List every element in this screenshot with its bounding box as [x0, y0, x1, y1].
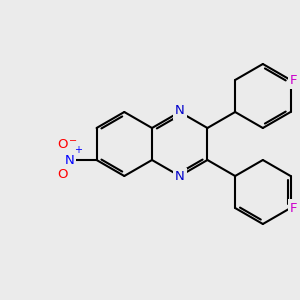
Text: N: N: [175, 170, 184, 184]
Text: −: −: [69, 136, 77, 146]
Text: +: +: [74, 145, 83, 155]
Text: O: O: [57, 139, 68, 152]
Text: F: F: [290, 74, 297, 86]
Text: O: O: [57, 169, 68, 182]
Text: N: N: [64, 154, 74, 166]
Text: F: F: [290, 202, 297, 214]
Text: N: N: [175, 104, 184, 118]
